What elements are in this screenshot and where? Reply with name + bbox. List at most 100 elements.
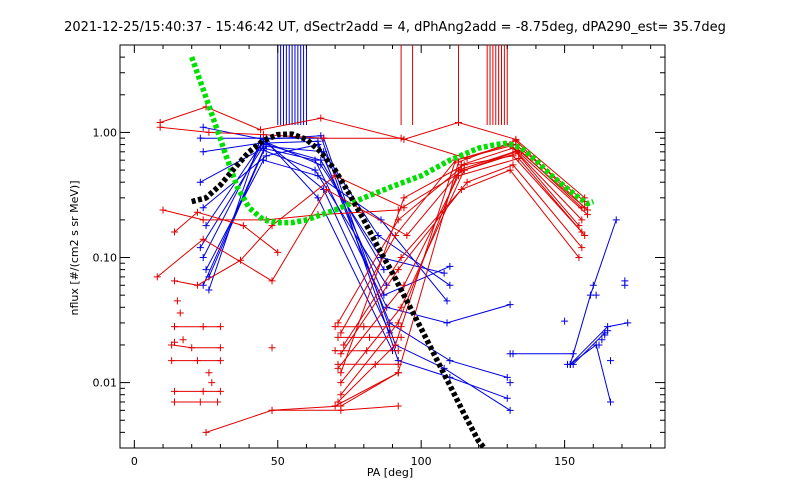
red-data-point [394, 360, 402, 368]
red-data-point [584, 206, 592, 214]
blue-series-line [203, 126, 508, 399]
red-series-line [174, 175, 405, 286]
blue-data-point [503, 373, 511, 381]
red-data-point [400, 204, 408, 212]
blue-data-point [443, 319, 451, 327]
red-data-point [337, 329, 345, 337]
red-data-point [259, 131, 267, 139]
red-data-point [176, 309, 184, 317]
blue-data-point [386, 329, 394, 337]
red-data-point [153, 273, 161, 281]
red-data-point [268, 344, 276, 352]
blue-data-point [621, 277, 629, 285]
red-data-point [337, 379, 345, 387]
red-data-point [236, 256, 244, 264]
red-data-point [394, 369, 402, 377]
red-data-point [457, 185, 465, 193]
red-data-point [214, 398, 222, 406]
red-data-point [208, 379, 216, 387]
red-data-point [394, 266, 402, 274]
x-tick-label: 100 [411, 455, 432, 468]
blue-series-line [200, 147, 511, 324]
blue-data-point [506, 379, 514, 387]
blue-data-point [196, 178, 204, 186]
red-data-point [331, 347, 339, 355]
red-data-point [397, 333, 405, 341]
blue-data-point [604, 327, 612, 335]
red-data-point [340, 341, 348, 349]
red-data-point [581, 231, 589, 239]
red-data-point [397, 323, 405, 331]
red-data-point [366, 333, 374, 341]
red-data-point [515, 154, 523, 162]
y-axis-label: nflux [#/(cm2 s sr MeV)] [68, 181, 81, 316]
red-data-point [360, 323, 368, 331]
x-tick-label: 50 [271, 455, 285, 468]
red-data-point [171, 228, 178, 236]
blue-data-point [314, 172, 322, 180]
red-data-point [193, 281, 201, 289]
blue-data-point [262, 152, 270, 160]
blue-data-point [202, 222, 210, 230]
blue-data-point [506, 350, 514, 358]
red-data-point [239, 222, 247, 230]
red-data-point [156, 123, 164, 131]
x-tick-label: 0 [131, 455, 138, 468]
red-data-point [394, 402, 402, 410]
red-data-point [371, 360, 379, 368]
red-data-point [337, 350, 345, 358]
blue-data-point [506, 406, 514, 414]
blue-data-point [446, 262, 454, 270]
blue-series-line [208, 137, 391, 334]
red-data-point [509, 152, 517, 160]
red-series-line [162, 151, 583, 221]
red-data-point [199, 323, 207, 331]
red-data-point [578, 228, 586, 236]
blue-data-point [446, 281, 454, 289]
red-data-point [274, 248, 282, 256]
black-fit-curve [190, 131, 487, 448]
red-data-point [334, 333, 342, 341]
blue-data-point [205, 286, 213, 294]
axis-layer: 0 50 100 150 0.01 0.10 1.00 [93, 44, 665, 468]
red-data-point [463, 178, 471, 186]
blue-data-point [199, 148, 207, 156]
blue-data-point [199, 254, 207, 262]
red-data-point [403, 231, 411, 239]
x-axis-label: PA [deg] [367, 466, 413, 479]
red-data-point [400, 281, 408, 289]
blue-data-point [561, 317, 569, 325]
red-data-point [363, 347, 371, 355]
red-data-point [171, 338, 178, 346]
red-series-line [160, 106, 586, 199]
x-tick-label: 150 [554, 455, 575, 468]
red-data-point [268, 277, 276, 285]
blue-series-line [572, 332, 606, 365]
red-data-point [199, 216, 207, 224]
red-data-point [216, 323, 224, 331]
y-tick-label: 0.01 [93, 377, 118, 390]
red-data-point [337, 391, 345, 399]
red-data-point [193, 208, 201, 216]
blue-data-point [607, 398, 614, 406]
red-data-point [506, 166, 514, 174]
blue-data-point [380, 266, 388, 274]
blue-data-point [202, 266, 210, 274]
y-tick-label: 1.00 [93, 126, 118, 139]
red-data-point [460, 161, 468, 169]
red-data-point [334, 360, 342, 368]
red-data-point [173, 297, 181, 305]
blue-data-point [380, 291, 388, 299]
red-data-point [397, 303, 405, 311]
red-data-point [168, 357, 176, 365]
red-data-point [337, 406, 345, 414]
red-data-point [257, 126, 265, 134]
red-data-point [171, 387, 178, 395]
red-series-line [205, 372, 399, 433]
red-data-point [205, 128, 213, 136]
blue-data-point [383, 281, 391, 289]
red-series-line [156, 169, 462, 282]
blue-data-point [196, 244, 204, 252]
red-data-point [216, 357, 224, 365]
